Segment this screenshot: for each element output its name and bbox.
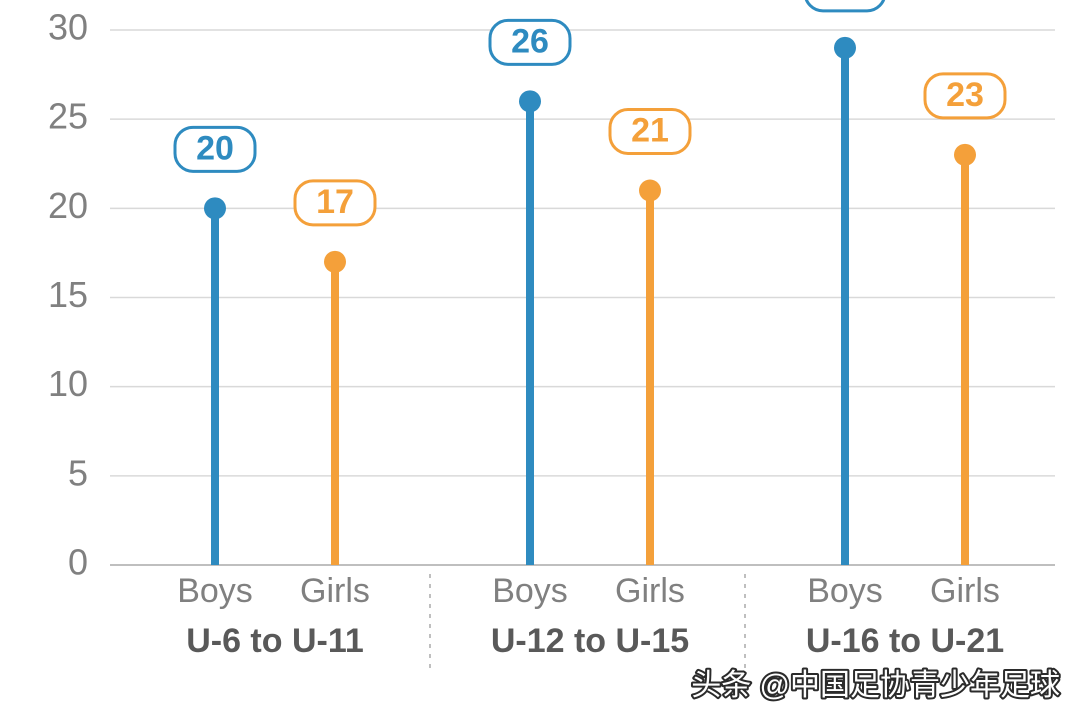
watermark-text: 头条 @中国足协青少年足球 <box>691 669 1060 702</box>
y-tick-label: 25 <box>48 96 88 137</box>
lollipop-marker <box>519 90 541 112</box>
lollipop-marker <box>204 197 226 219</box>
sub-label: Girls <box>930 572 1000 610</box>
value-label: 26 <box>511 22 549 60</box>
lollipop-marker <box>834 37 856 59</box>
group-label: U-16 to U-21 <box>806 622 1004 660</box>
y-tick-label: 5 <box>68 452 88 493</box>
sub-label: Girls <box>300 572 370 610</box>
y-tick-label: 15 <box>48 274 88 315</box>
lollipop-marker <box>954 144 976 166</box>
y-tick-label: 30 <box>48 7 88 48</box>
sub-label: Boys <box>807 572 883 610</box>
lollipop-chart: 0 5 10 15 20 25 30 20 Boys 17 Girls U-6 to U-11 26 Bo… <box>0 0 1080 711</box>
value-label: 21 <box>631 111 669 149</box>
lollipop-marker <box>324 251 346 273</box>
lollipop-marker <box>639 180 661 202</box>
sub-label: Girls <box>615 572 685 610</box>
value-label: 23 <box>946 76 984 114</box>
group-label: U-12 to U-15 <box>491 622 689 660</box>
y-tick-label: 10 <box>48 363 88 404</box>
sub-label: Boys <box>492 572 568 610</box>
chart-container: 0 5 10 15 20 25 30 20 Boys 17 Girls U-6 to U-11 26 Bo… <box>0 0 1080 711</box>
value-label: 29 <box>826 0 864 7</box>
y-tick-label: 0 <box>68 542 88 583</box>
y-tick-label: 20 <box>48 185 88 226</box>
value-label: 17 <box>316 183 354 221</box>
sub-label: Boys <box>177 572 253 610</box>
value-label: 20 <box>196 129 234 167</box>
group-label: U-6 to U-11 <box>186 622 364 660</box>
